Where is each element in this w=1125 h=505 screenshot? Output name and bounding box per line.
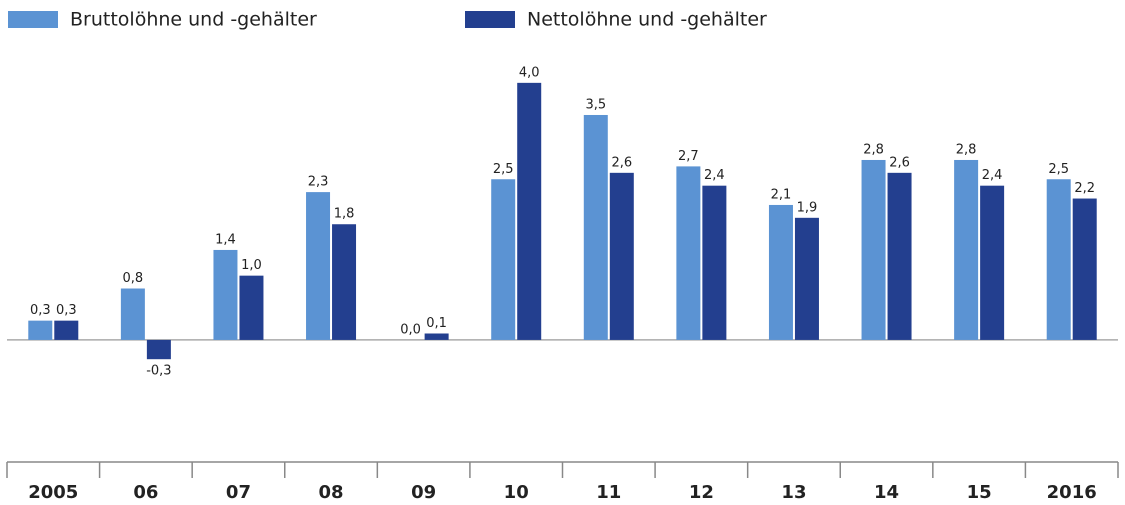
bar: [861, 159, 886, 340]
bar: [1072, 198, 1097, 340]
bar: [332, 224, 357, 340]
legend-label: Bruttolöhne und -gehälter: [70, 9, 317, 31]
bar: [768, 204, 793, 340]
x-tick-label: 2005: [28, 482, 78, 503]
x-tick-label: 14: [874, 482, 899, 503]
value-label: 4,0: [519, 65, 540, 80]
bar: [1046, 179, 1071, 340]
bar: [239, 275, 264, 340]
legend-swatch: [8, 11, 58, 28]
value-label: 2,6: [611, 155, 632, 170]
value-label: 2,3: [308, 175, 329, 190]
value-label: 0,3: [30, 303, 51, 318]
x-tick-label: 09: [411, 482, 436, 503]
value-label: 3,5: [585, 97, 606, 112]
x-tick-label: 08: [319, 482, 344, 503]
bar: [609, 172, 634, 340]
bar: [120, 288, 145, 340]
value-label: 1,8: [334, 207, 355, 222]
bar: [517, 82, 542, 340]
x-tick-label: 2016: [1047, 482, 1097, 503]
legend-label: Nettolöhne und -gehälter: [527, 9, 767, 31]
value-label: 2,2: [1074, 181, 1095, 196]
bar: [583, 114, 608, 340]
value-label: 1,4: [215, 232, 236, 247]
value-label: 1,9: [797, 200, 818, 215]
x-tick-label: 07: [226, 482, 251, 503]
value-label: 2,4: [704, 168, 725, 183]
legend-swatch: [465, 11, 515, 28]
x-tick-label: 10: [504, 482, 529, 503]
x-tick-label: 12: [689, 482, 714, 503]
value-label: 2,8: [956, 142, 977, 157]
value-label: 2,5: [1048, 162, 1069, 177]
bar: [213, 249, 238, 340]
value-label: 0,3: [56, 303, 77, 318]
bar: [146, 339, 171, 360]
value-label: 1,0: [241, 258, 262, 273]
x-tick-label: 15: [967, 482, 992, 503]
bar: [794, 217, 819, 340]
value-label: 2,5: [493, 162, 514, 177]
bar: [28, 320, 53, 340]
value-label: 2,6: [889, 155, 910, 170]
value-label: 2,7: [678, 149, 699, 164]
bar: [702, 185, 727, 340]
x-tick-label: 06: [133, 482, 158, 503]
value-label: 0,0: [400, 322, 421, 337]
bar: [54, 320, 79, 340]
bar: [954, 159, 979, 340]
value-label: 0,8: [123, 271, 144, 286]
bar: [980, 185, 1005, 340]
value-label: 2,1: [771, 187, 792, 202]
bar: [887, 172, 912, 340]
value-label: 2,8: [863, 142, 884, 157]
bar: [676, 166, 701, 340]
bar: [306, 192, 331, 340]
value-label: -0,3: [146, 364, 171, 379]
value-label: 2,4: [982, 168, 1003, 183]
x-tick-label: 13: [781, 482, 806, 503]
bar: [424, 333, 449, 340]
value-label: 0,1: [426, 316, 447, 331]
bar: [491, 179, 516, 340]
x-tick-label: 11: [596, 482, 621, 503]
